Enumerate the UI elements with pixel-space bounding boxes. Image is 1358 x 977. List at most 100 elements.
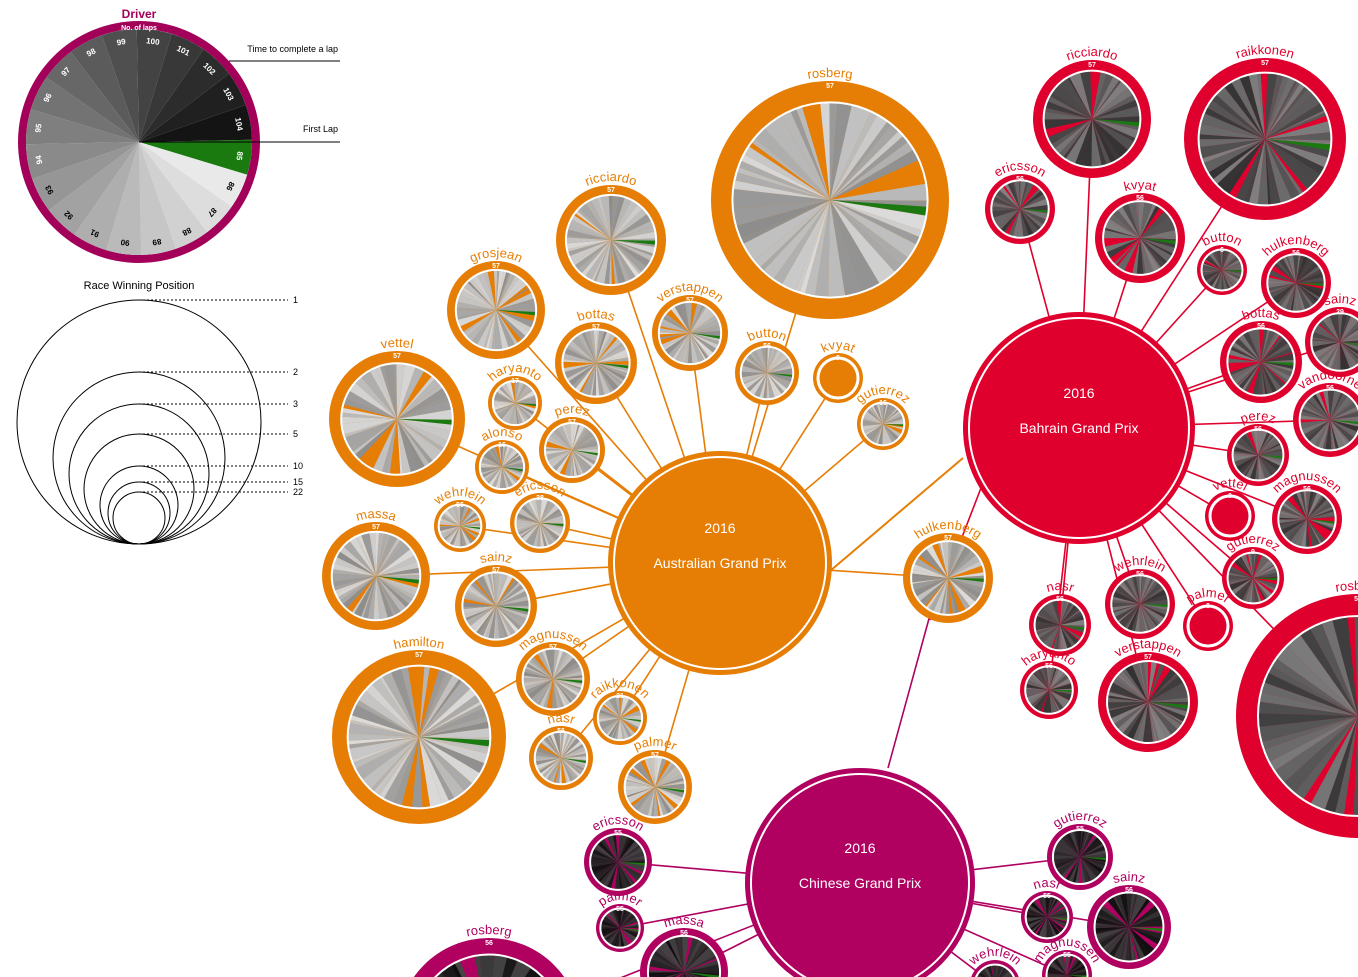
position-label: 5 — [293, 429, 298, 439]
driver-name: perez — [1238, 408, 1278, 426]
race-nodes: rosberg57ricciardo57grosjean57verstappen… — [322, 42, 1358, 977]
lap-time-pie — [600, 908, 640, 948]
driver-name: massa — [354, 506, 398, 524]
driver-name: raikkonen — [1234, 42, 1296, 62]
lap-count: 56 — [1303, 486, 1311, 493]
lap-count: 57 — [592, 324, 600, 331]
lap-time-pie — [438, 504, 482, 548]
driver-name: sainz — [1111, 869, 1147, 886]
driver-node-china-wehrlein[interactable]: wehrlein — [965, 944, 1025, 977]
lap-count: 56 — [1254, 426, 1262, 433]
lap-time-pie — [1257, 615, 1358, 817]
lap-count: 57 — [393, 353, 401, 360]
driver-name: nasr — [1045, 578, 1077, 595]
position-label: 2 — [293, 367, 298, 377]
driver-name: hamilton — [392, 634, 446, 652]
lap-time-pie — [1111, 575, 1169, 633]
lap-count: 56 — [1045, 663, 1053, 670]
race-hub-china[interactable]: 2016 Chinese Grand Prix — [745, 768, 975, 977]
position-label: 10 — [293, 461, 303, 471]
legend-tick-label: 89 — [151, 237, 162, 248]
lap-time-pie — [1227, 328, 1295, 396]
legend-tick-label: 86 — [224, 180, 236, 192]
driver-node-bahrain-vandoorne[interactable]: vandoorne56 — [1293, 367, 1358, 457]
lap-time-pie — [522, 648, 584, 710]
lap-count: 17 — [511, 378, 519, 385]
legend-tick-label: 85 — [234, 151, 244, 162]
race-hub-australia[interactable]: 2016 Australian Grand Prix — [608, 451, 832, 675]
lap-time-pie — [1198, 72, 1332, 206]
driver-name: palmer — [1183, 585, 1234, 607]
driver-name: nasr — [546, 710, 578, 727]
race-name: Bahrain Grand Prix — [1019, 420, 1138, 436]
legend-tick-label: 90 — [120, 237, 131, 247]
position-circle — [68, 403, 210, 545]
legend-tick-label: 104 — [233, 117, 244, 132]
lap-count: 0 — [836, 355, 840, 362]
driver-name: perez — [552, 401, 592, 419]
lap-count: 56 — [456, 502, 464, 509]
lap-count: 57 — [1144, 654, 1152, 661]
lap-time-pie — [341, 363, 453, 475]
lap-time-pie — [911, 541, 985, 615]
lap-time-pie — [1043, 70, 1141, 168]
legend-tick-label: 100 — [146, 36, 161, 47]
lap-count: 56 — [1125, 887, 1133, 894]
lap-count: 21 — [616, 693, 624, 700]
race-hub-bahrain[interactable]: 2016 Bahrain Grand Prix — [963, 312, 1195, 544]
driver-name: bottas — [575, 306, 618, 324]
lap-count: 16 — [879, 400, 887, 407]
lap-count: 55 — [614, 830, 622, 837]
position-circle — [112, 491, 166, 545]
lap-time-pie — [1187, 605, 1229, 647]
lap-time-pie — [479, 444, 525, 490]
lap-count: 6 — [1220, 247, 1224, 254]
